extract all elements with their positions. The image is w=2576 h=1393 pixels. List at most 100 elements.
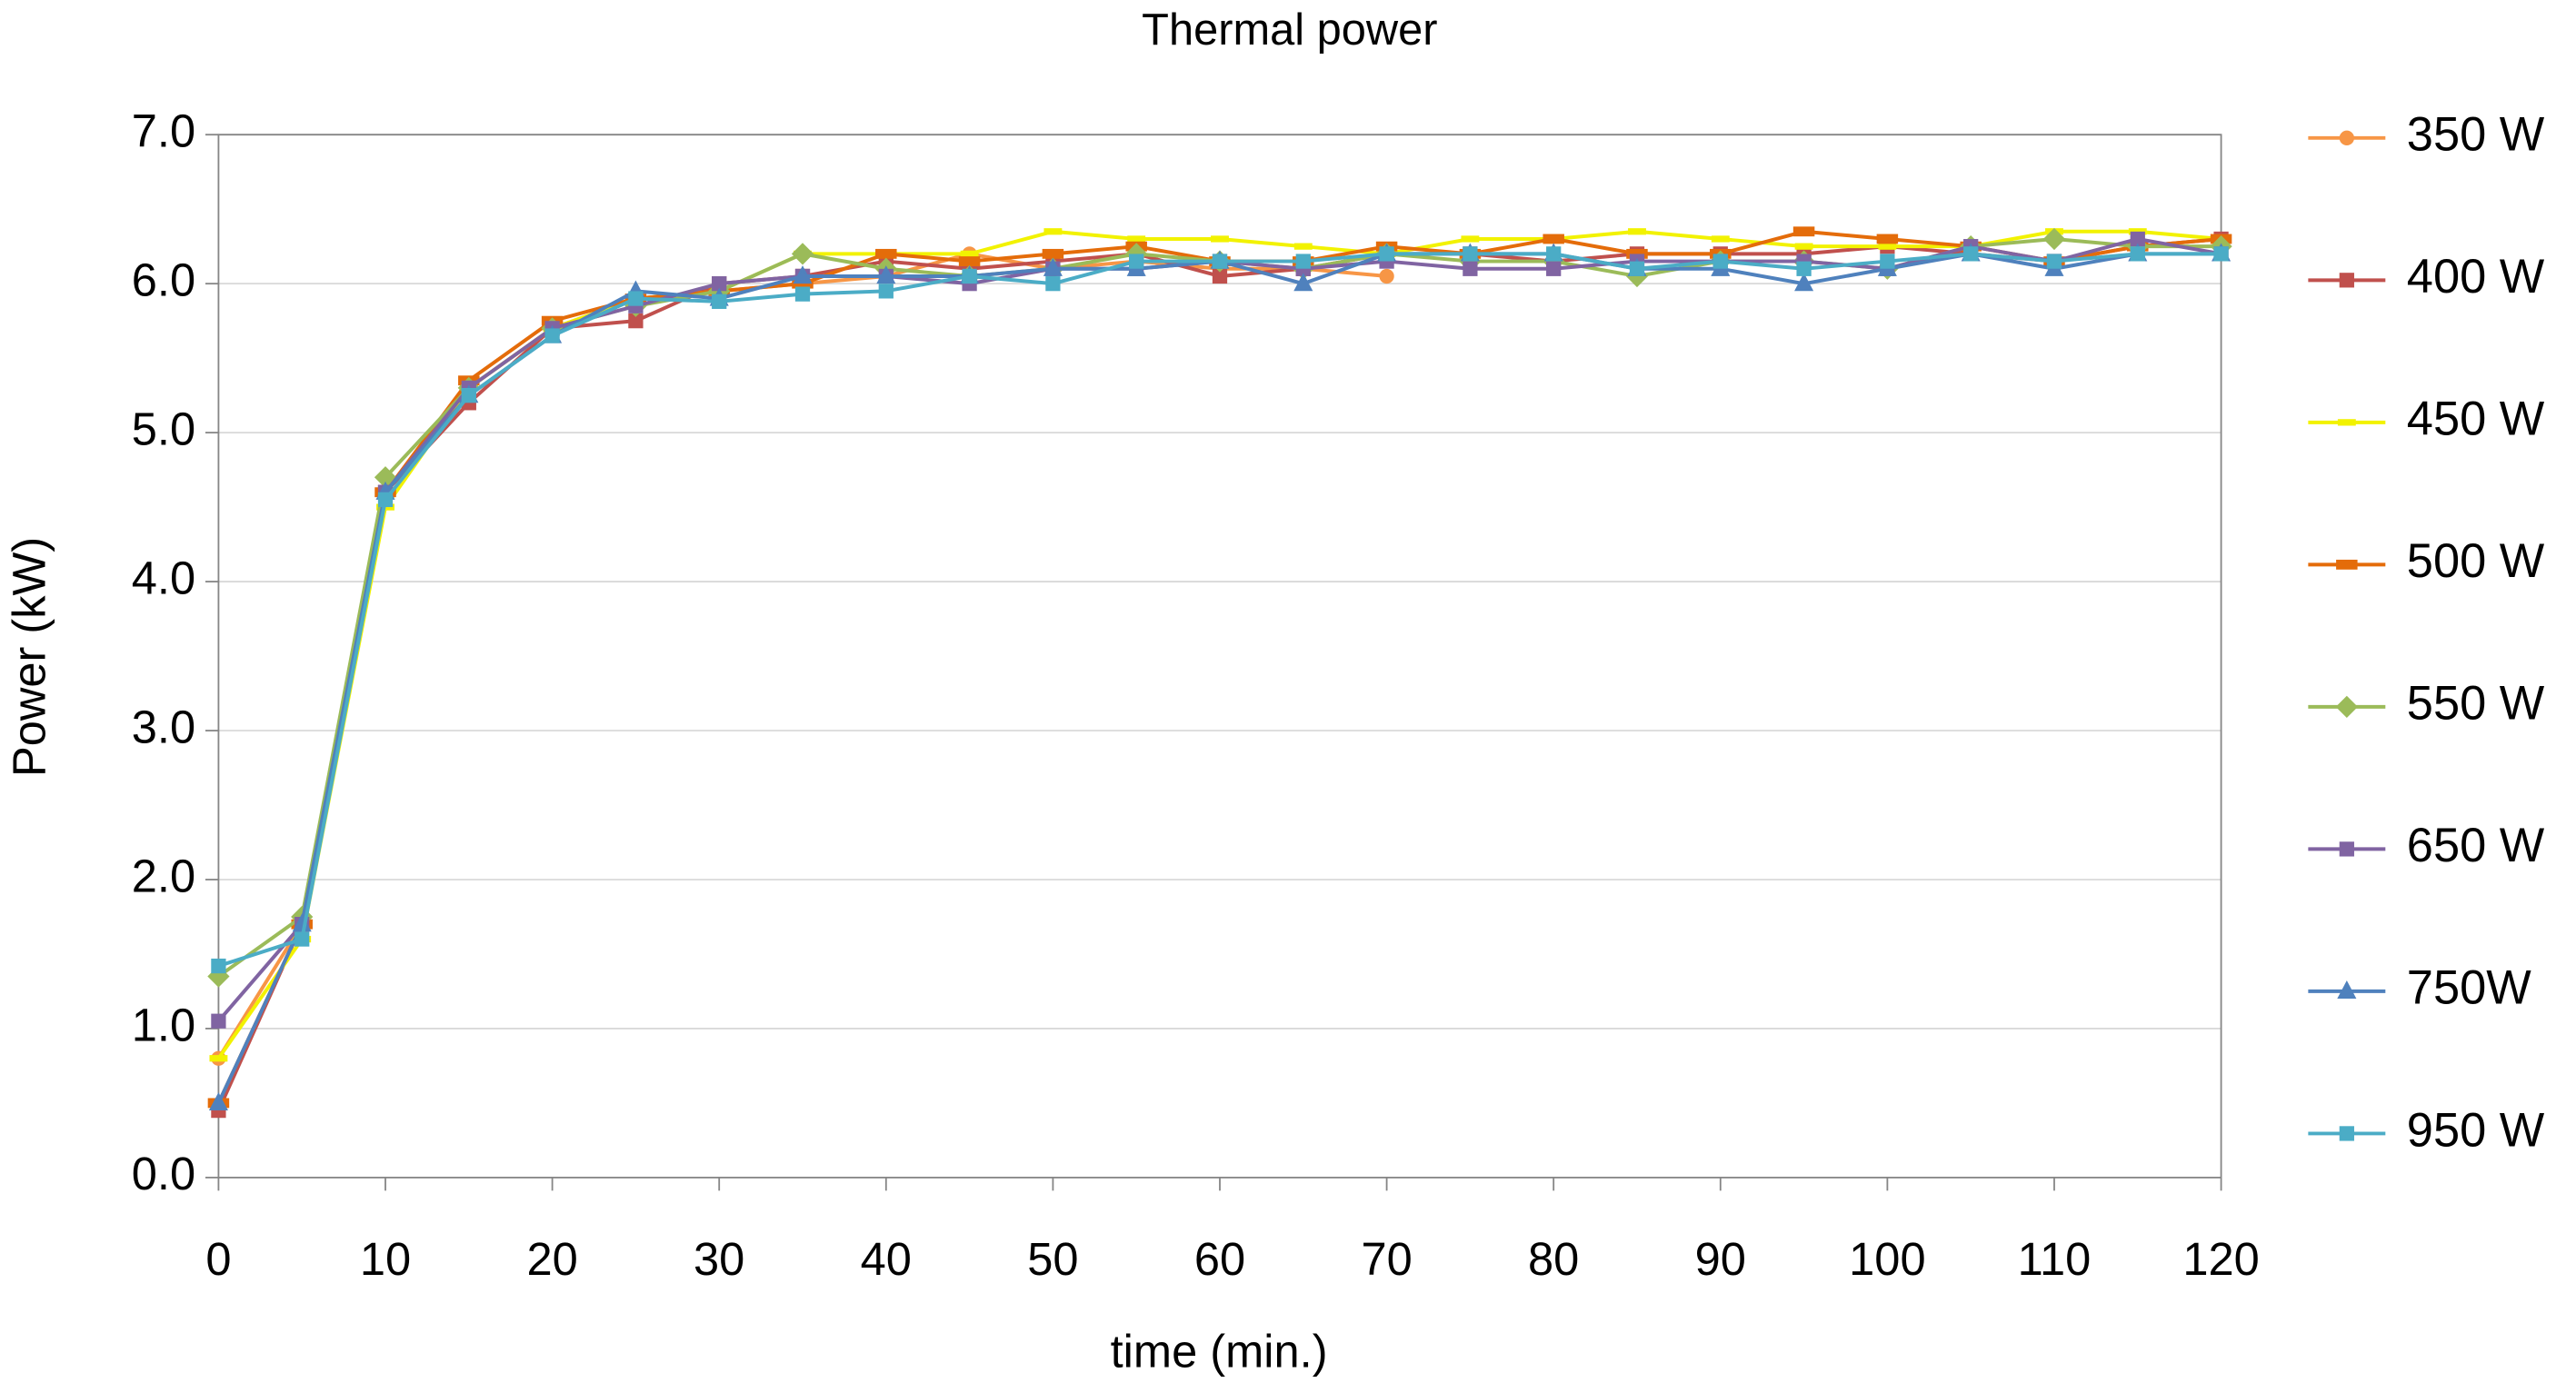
data-point: [1546, 261, 1562, 276]
data-point: [791, 243, 814, 265]
data-point: [962, 268, 977, 284]
chart-title: Thermal power: [1142, 5, 1437, 55]
data-point: [875, 248, 897, 259]
legend-label: 750W: [2407, 962, 2531, 1015]
series-line: [216, 252, 2222, 1104]
y-tick-label: 3.0: [132, 701, 195, 752]
data-point: [2130, 246, 2145, 262]
y-tick-label: 4.0: [132, 552, 195, 603]
y-tick-label: 6.0: [132, 254, 195, 306]
data-point: [1880, 254, 1895, 269]
data-point: [1792, 226, 1815, 237]
data-point: [876, 265, 896, 284]
data-point: [1461, 235, 1480, 243]
legend-label: 650 W: [2407, 820, 2545, 872]
legend-marker: [2336, 559, 2358, 570]
data-point: [461, 387, 476, 403]
series-line: [216, 236, 2222, 1111]
data-point: [211, 1013, 226, 1029]
data-point: [1129, 254, 1144, 269]
y-tick-label: 7.0: [132, 105, 195, 157]
legend-marker: [2339, 130, 2354, 145]
x-tick-label: 40: [861, 1233, 912, 1285]
legend-marker: [2335, 695, 2358, 719]
data-point: [2046, 254, 2062, 269]
x-tick-label: 110: [2018, 1233, 2092, 1285]
legend-label: 550 W: [2407, 678, 2545, 731]
data-point: [2042, 227, 2066, 251]
data-point: [1546, 246, 1562, 262]
x-axis-label: time (min.): [1111, 1325, 1328, 1377]
legend-marker: [2339, 841, 2354, 857]
x-tick-label: 20: [526, 1233, 577, 1285]
series-line: [217, 236, 2222, 979]
data-point: [628, 291, 644, 306]
data-point: [793, 265, 813, 284]
data-point: [1293, 273, 1313, 292]
x-tick-label: 70: [1361, 1233, 1412, 1285]
legend-label: 350 W: [2407, 109, 2545, 162]
data-point: [960, 250, 979, 257]
series-line: [217, 252, 2222, 968]
data-point: [1042, 248, 1064, 259]
data-point: [794, 286, 811, 302]
data-point: [1211, 235, 1229, 243]
x-tick-label: 60: [1194, 1233, 1245, 1285]
data-point: [1463, 261, 1478, 276]
data-point: [211, 958, 226, 974]
x-tick-label: 0: [205, 1233, 231, 1285]
data-point: [544, 328, 560, 343]
data-point: [712, 294, 727, 309]
data-point: [1295, 254, 1311, 269]
data-point: [209, 1055, 228, 1062]
series-line: [216, 229, 2222, 1104]
x-tick-label: 10: [360, 1233, 411, 1285]
y-tick-label: 0.0: [132, 1148, 195, 1199]
data-point: [1212, 254, 1228, 269]
data-point: [295, 931, 310, 947]
data-point: [1794, 273, 1814, 292]
data-point: [1796, 261, 1812, 276]
data-point: [1379, 268, 1394, 284]
data-point: [1045, 276, 1061, 292]
data-point: [1963, 246, 1979, 262]
data-point: [1712, 254, 1728, 269]
data-point: [1629, 261, 1645, 276]
data-point: [208, 1092, 228, 1111]
legend-marker: [2337, 419, 2356, 426]
x-tick-label: 30: [694, 1233, 744, 1285]
y-tick-label: 1.0: [132, 999, 195, 1050]
data-point: [2213, 246, 2229, 262]
data-point: [1043, 228, 1063, 235]
data-point: [1711, 235, 1730, 243]
legend-marker: [2339, 1126, 2354, 1141]
data-point: [1628, 228, 1646, 235]
data-point: [1794, 243, 1813, 250]
data-point: [377, 492, 394, 508]
data-point: [1878, 243, 1897, 250]
x-tick-label: 100: [1849, 1233, 1925, 1285]
data-point: [1876, 234, 1899, 244]
y-axis-label: Power (kW): [4, 537, 55, 777]
legend-label: 450 W: [2407, 393, 2545, 446]
data-point: [958, 256, 981, 266]
x-tick-label: 80: [1528, 1233, 1579, 1285]
series-line: [216, 229, 2222, 1060]
legend-marker: [2337, 980, 2357, 1000]
data-point: [1043, 257, 1063, 276]
data-point: [1463, 246, 1478, 262]
x-tick-label: 50: [1027, 1233, 1078, 1285]
data-point: [1379, 246, 1394, 262]
data-point: [878, 284, 894, 299]
plot-area: [217, 134, 2222, 1179]
series-line: [216, 252, 1387, 1060]
legend-marker: [2339, 273, 2354, 288]
y-tick-label: 2.0: [132, 850, 195, 901]
x-tick-label: 90: [1695, 1233, 1746, 1285]
legend-label: 400 W: [2407, 251, 2545, 303]
legend-label: 950 W: [2407, 1104, 2545, 1157]
data-point: [1127, 235, 1146, 243]
data-point: [1543, 234, 1564, 244]
legend-label: 500 W: [2407, 535, 2545, 588]
